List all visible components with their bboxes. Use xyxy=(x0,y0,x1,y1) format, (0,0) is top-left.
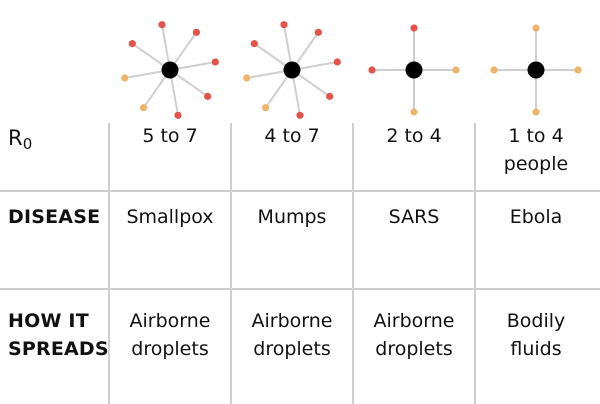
infected-person-dot xyxy=(128,40,136,48)
uninfected-person-dot xyxy=(574,66,582,74)
r0-value-line2: people xyxy=(503,153,569,175)
source-person-dot xyxy=(405,61,423,79)
column-divider xyxy=(474,123,476,404)
spread-cell: Airborne droplets xyxy=(353,307,475,363)
row-label-spread-line1: HOW IT xyxy=(8,310,89,332)
infected-person-dot xyxy=(158,21,166,29)
uninfected-person-dot xyxy=(121,74,129,82)
infected-person-dot xyxy=(326,92,334,100)
transmission-network xyxy=(243,21,341,119)
r0-value-line1: 5 to 7 xyxy=(142,125,198,147)
infected-person-dot xyxy=(280,21,288,29)
r0-value-cell: 2 to 4 xyxy=(353,122,475,150)
transmission-network xyxy=(368,24,460,116)
row-label-disease: DISEASE xyxy=(8,206,101,228)
spread-line1: Bodily xyxy=(506,310,566,332)
uninfected-person-dot xyxy=(532,24,540,32)
uninfected-person-dot xyxy=(243,74,251,82)
uninfected-person-dot xyxy=(532,108,540,116)
infected-person-dot xyxy=(314,28,322,36)
column-divider xyxy=(230,123,232,404)
infected-person-dot xyxy=(296,111,304,119)
disease-cell: Ebola xyxy=(509,206,563,228)
row-label-spread-line2: SPREADS xyxy=(8,338,109,360)
r0-subscript: 0 xyxy=(22,135,33,153)
disease-cell: Mumps xyxy=(257,206,327,228)
infected-person-dot xyxy=(204,92,212,100)
infected-person-dot xyxy=(410,24,418,32)
row-label-r0: R0 xyxy=(8,124,33,158)
source-person-dot xyxy=(527,61,545,79)
r0-value-cell: 4 to 7 xyxy=(231,122,353,150)
column-divider xyxy=(352,123,354,404)
disease-cell: Smallpox xyxy=(126,206,214,228)
r0-value-cell: 5 to 7 xyxy=(109,122,231,150)
infected-person-dot xyxy=(192,28,200,36)
spread-cell: Airborne droplets xyxy=(109,307,231,363)
infected-person-dot xyxy=(174,111,182,119)
uninfected-person-dot xyxy=(452,66,460,74)
spread-line1: Airborne xyxy=(373,310,455,332)
spread-line2: droplets xyxy=(253,338,331,360)
r0-value-line1: 1 to 4 xyxy=(508,125,564,147)
infected-person-dot xyxy=(211,58,219,66)
transmission-network xyxy=(490,24,582,116)
spread-cell: Bodily fluids xyxy=(475,307,597,363)
spread-cell: Airborne droplets xyxy=(231,307,353,363)
transmission-network xyxy=(121,21,219,119)
source-person-dot xyxy=(283,61,301,79)
uninfected-person-dot xyxy=(140,104,148,112)
source-person-dot xyxy=(161,61,179,79)
row-divider xyxy=(0,190,600,192)
infected-person-dot xyxy=(368,66,376,74)
spread-network-diagrams xyxy=(121,21,582,119)
infected-person-dot xyxy=(333,58,341,66)
spread-line1: Airborne xyxy=(129,310,211,332)
infected-person-dot xyxy=(250,40,258,48)
r0-value-cell: 1 to 4 people xyxy=(475,122,597,178)
r0-value-line1: 2 to 4 xyxy=(386,125,442,147)
spread-line2: droplets xyxy=(375,338,453,360)
spread-line1: Airborne xyxy=(251,310,333,332)
disease-cell: SARS xyxy=(388,206,440,228)
row-label-how-it-spreads: HOW IT SPREADS xyxy=(8,307,109,363)
spread-line2: droplets xyxy=(131,338,209,360)
row-divider xyxy=(0,288,600,290)
column-divider xyxy=(108,123,110,404)
uninfected-person-dot xyxy=(490,66,498,74)
spread-line2: fluids xyxy=(510,338,562,360)
r0-base: R xyxy=(8,126,23,150)
r0-value-line1: 4 to 7 xyxy=(264,125,320,147)
uninfected-person-dot xyxy=(262,104,270,112)
uninfected-person-dot xyxy=(410,108,418,116)
